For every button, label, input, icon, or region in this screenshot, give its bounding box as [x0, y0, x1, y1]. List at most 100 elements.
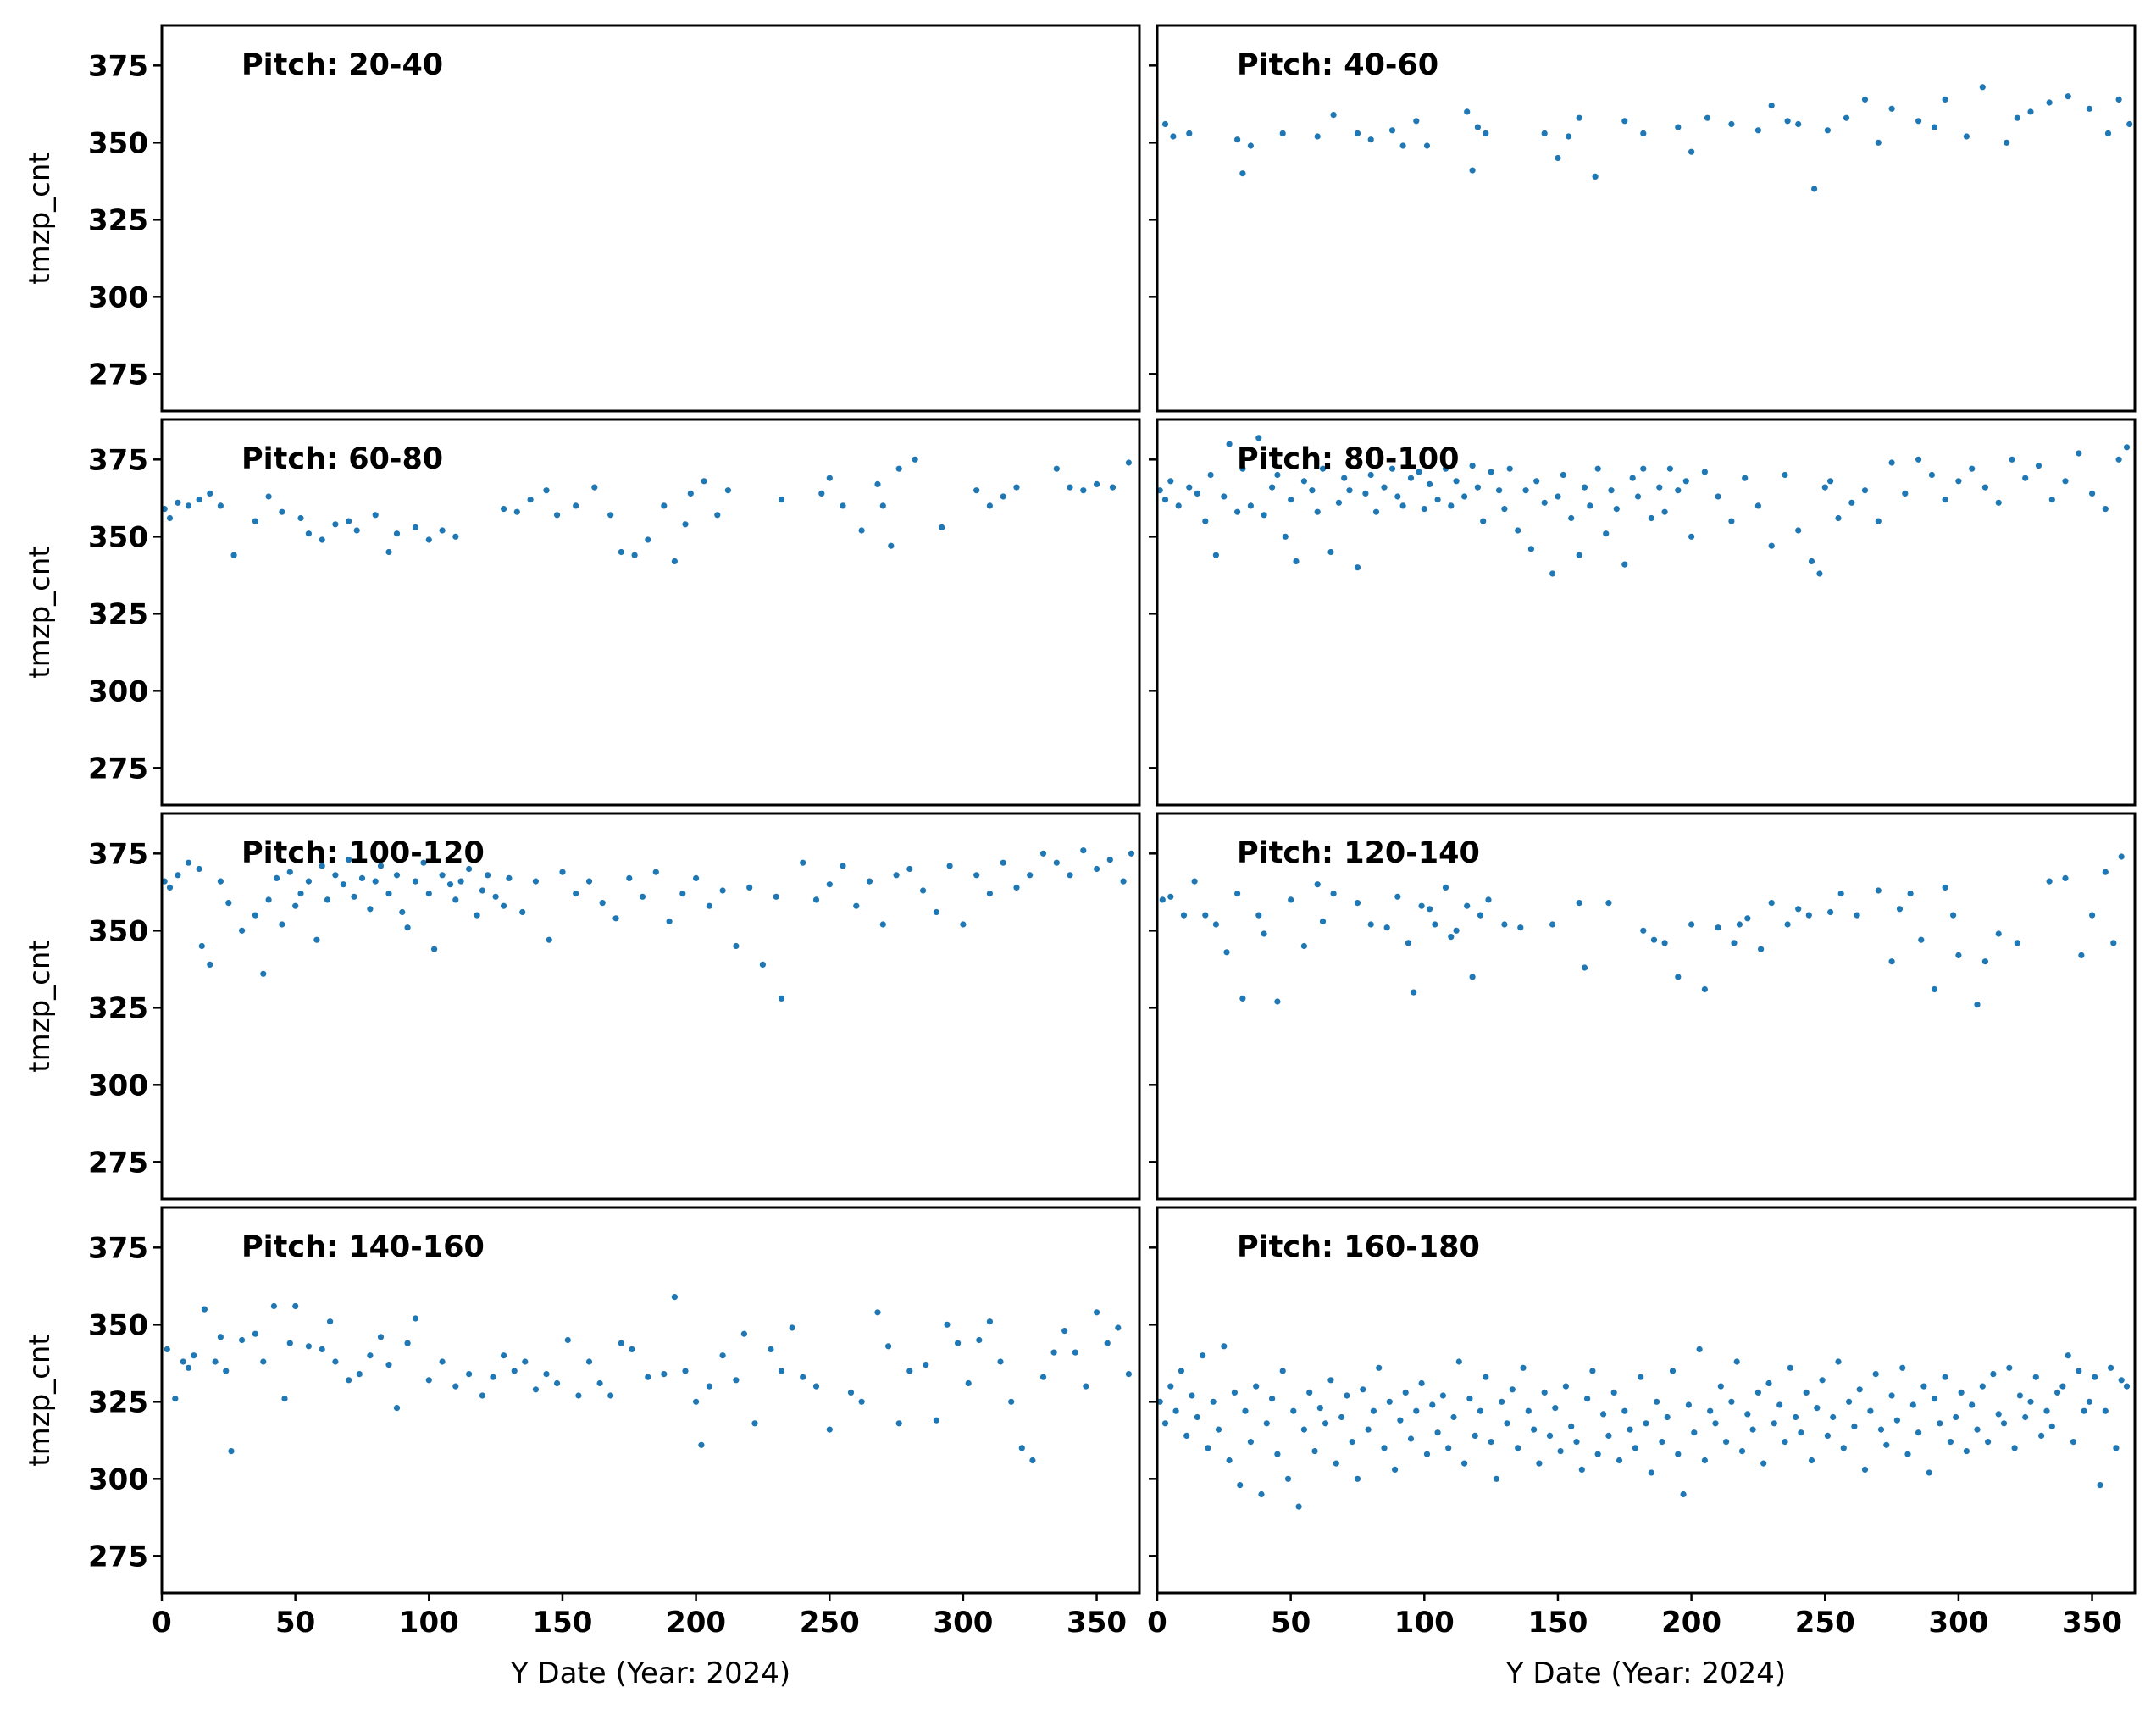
data-point — [773, 893, 779, 900]
data-point — [1736, 921, 1743, 928]
data-point — [1501, 506, 1508, 513]
data-point — [564, 1336, 571, 1344]
data-point — [286, 869, 293, 875]
data-point — [1758, 946, 1765, 952]
y-tick-label: 350 — [88, 914, 148, 948]
data-point — [2126, 120, 2133, 128]
data-point — [297, 891, 304, 897]
data-point — [1161, 120, 1169, 128]
data-point — [1125, 459, 1132, 466]
data-point — [1039, 1374, 1047, 1380]
data-point — [1445, 1445, 1452, 1451]
axes-frame — [160, 1206, 1141, 1595]
data-point — [1562, 1383, 1569, 1390]
data-point — [2043, 1407, 2050, 1414]
data-point — [1867, 1407, 1874, 1414]
data-point — [1568, 1423, 1575, 1429]
data-point — [2014, 114, 2020, 121]
data-point — [1824, 127, 1831, 134]
data-point — [1816, 570, 1823, 577]
data-point — [1765, 1379, 1772, 1387]
x-tick-label: 50 — [1271, 1606, 1311, 1640]
data-point — [2009, 456, 2015, 463]
data-point — [1407, 1435, 1415, 1442]
data-point — [281, 1396, 288, 1402]
data-point — [1061, 1328, 1068, 1335]
data-point — [1455, 1358, 1462, 1365]
data-point — [1728, 120, 1735, 128]
data-point — [906, 1368, 913, 1374]
data-point — [1926, 1469, 1932, 1476]
data-point — [239, 927, 246, 934]
data-point — [1520, 1364, 1527, 1371]
data-point — [1370, 1407, 1377, 1414]
x-axis-label: Y Date (Year: 2024) — [510, 1657, 790, 1690]
data-point — [1981, 484, 1988, 491]
data-point — [439, 1358, 446, 1365]
data-point — [479, 1392, 486, 1399]
data-point — [385, 891, 392, 897]
data-point — [1990, 1371, 1997, 1378]
data-point — [1279, 1368, 1286, 1374]
panel-title: Pitch: 160-180 — [1237, 1230, 1480, 1264]
data-point — [645, 536, 651, 543]
data-point — [1161, 1420, 1169, 1427]
data-point — [1918, 936, 1925, 943]
data-point — [573, 891, 579, 897]
data-point — [1367, 136, 1374, 143]
data-point — [1515, 527, 1521, 534]
data-point — [631, 552, 638, 558]
data-point — [1050, 1349, 1057, 1356]
data-point — [1953, 1413, 1959, 1421]
y-tick-label: 375 — [88, 49, 148, 83]
data-point — [1638, 1374, 1644, 1380]
data-point — [1367, 471, 1374, 479]
x-tick-label: 150 — [532, 1606, 592, 1640]
data-point — [1200, 1352, 1206, 1359]
data-point — [1958, 1389, 1965, 1396]
data-point — [1768, 542, 1775, 549]
data-point — [986, 891, 993, 897]
panel-title: Pitch: 40-60 — [1237, 48, 1438, 82]
data-point — [1920, 1383, 1927, 1390]
y-tick-label: 275 — [88, 1146, 148, 1179]
data-point — [1319, 918, 1327, 924]
data-point — [385, 1362, 392, 1368]
data-point — [1803, 1389, 1810, 1396]
data-point — [933, 1417, 939, 1424]
data-point — [501, 902, 507, 909]
data-point — [618, 1340, 624, 1346]
data-point — [1995, 930, 2002, 937]
data-point — [2113, 1445, 2120, 1451]
data-point — [1221, 493, 1228, 500]
data-point — [847, 1389, 855, 1396]
panel-6: Pitch: 120-140 — [1149, 812, 2137, 1201]
data-point — [1300, 942, 1307, 950]
data-point — [1488, 1439, 1494, 1446]
data-point — [356, 1371, 363, 1378]
data-point — [452, 1383, 459, 1390]
data-point — [1728, 1398, 1735, 1405]
data-point — [1018, 1445, 1025, 1451]
x-tick-label: 250 — [800, 1606, 860, 1640]
data-point — [513, 508, 520, 515]
data-point — [1659, 1439, 1665, 1446]
data-point — [270, 1302, 277, 1310]
data-point — [274, 874, 280, 881]
data-point — [506, 874, 513, 881]
data-point — [346, 857, 352, 863]
data-point — [1843, 114, 1850, 121]
data-point — [1407, 475, 1415, 481]
data-point — [596, 1379, 603, 1387]
data-point — [1376, 1364, 1383, 1371]
data-point — [1477, 912, 1484, 919]
data-point — [800, 859, 806, 866]
panel-3: Pitch: 60-80 275 300 325 350 375 tmzp_cnt — [23, 418, 1141, 807]
data-point — [1253, 1383, 1260, 1390]
data-point — [1835, 1358, 1842, 1365]
data-point — [546, 936, 552, 943]
data-point — [1000, 493, 1006, 500]
data-point — [1477, 1407, 1484, 1414]
data-point — [1899, 1364, 1906, 1371]
data-point — [2046, 99, 2053, 106]
